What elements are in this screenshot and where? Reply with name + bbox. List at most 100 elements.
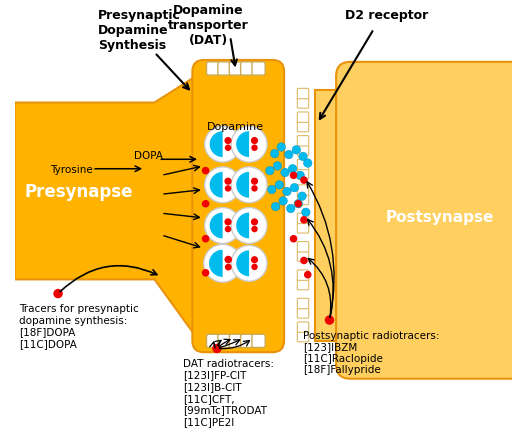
FancyBboxPatch shape: [297, 113, 309, 123]
Circle shape: [325, 316, 334, 325]
Circle shape: [290, 235, 297, 243]
Circle shape: [251, 145, 258, 152]
FancyBboxPatch shape: [207, 63, 220, 76]
Circle shape: [292, 146, 301, 155]
Circle shape: [300, 216, 308, 224]
Text: Tracers for presynaptic
dopamine synthesis:
[18F]DOPA
[11C]DOPA: Tracers for presynaptic dopamine synthes…: [19, 304, 139, 348]
Circle shape: [300, 257, 308, 265]
Text: Dopamine
transporter
(DAT): Dopamine transporter (DAT): [168, 4, 249, 47]
Wedge shape: [236, 132, 249, 158]
Circle shape: [225, 138, 231, 145]
Text: DAT radiotracers:
[123I]FP-CIT
[123I]B-CIT
[11C]CFT,
[99mTc]TRODAT
[11C]PE2I: DAT radiotracers: [123I]FP-CIT [123I]B-C…: [183, 358, 274, 426]
Circle shape: [275, 181, 284, 190]
FancyBboxPatch shape: [297, 170, 309, 180]
Circle shape: [300, 177, 308, 184]
Circle shape: [266, 167, 274, 176]
FancyBboxPatch shape: [297, 251, 309, 262]
Circle shape: [212, 344, 221, 353]
Circle shape: [231, 127, 267, 163]
Circle shape: [299, 153, 307, 161]
Circle shape: [205, 208, 240, 244]
FancyBboxPatch shape: [252, 63, 265, 76]
Circle shape: [287, 205, 295, 213]
Circle shape: [268, 186, 276, 194]
FancyBboxPatch shape: [297, 99, 309, 109]
Circle shape: [202, 235, 209, 243]
FancyBboxPatch shape: [240, 63, 254, 76]
Circle shape: [225, 186, 231, 192]
Circle shape: [251, 219, 258, 226]
FancyBboxPatch shape: [297, 89, 309, 99]
Circle shape: [231, 246, 267, 282]
Circle shape: [285, 151, 293, 159]
Circle shape: [225, 256, 232, 264]
Circle shape: [53, 289, 63, 299]
FancyBboxPatch shape: [252, 335, 265, 348]
Circle shape: [225, 264, 231, 271]
FancyBboxPatch shape: [240, 335, 254, 348]
Wedge shape: [210, 132, 222, 158]
Text: Dopamine: Dopamine: [207, 122, 265, 132]
Circle shape: [296, 172, 305, 180]
FancyBboxPatch shape: [297, 136, 309, 147]
Circle shape: [251, 257, 258, 264]
FancyBboxPatch shape: [297, 322, 309, 332]
Circle shape: [202, 201, 209, 208]
FancyBboxPatch shape: [297, 122, 309, 133]
Wedge shape: [210, 213, 222, 239]
Circle shape: [251, 138, 258, 145]
FancyBboxPatch shape: [297, 195, 309, 205]
Circle shape: [271, 203, 280, 212]
Text: D2 receptor: D2 receptor: [345, 9, 428, 22]
FancyBboxPatch shape: [297, 308, 309, 318]
Circle shape: [298, 192, 306, 201]
FancyBboxPatch shape: [297, 332, 309, 342]
Circle shape: [225, 178, 231, 185]
Circle shape: [282, 188, 291, 196]
FancyBboxPatch shape: [297, 160, 309, 170]
Polygon shape: [315, 91, 362, 341]
FancyBboxPatch shape: [193, 61, 284, 353]
FancyBboxPatch shape: [218, 335, 231, 348]
FancyBboxPatch shape: [336, 63, 526, 379]
Text: Presynaptic
Dopamine
Synthesis: Presynaptic Dopamine Synthesis: [98, 9, 180, 52]
Text: Tyrosine: Tyrosine: [50, 164, 93, 174]
Polygon shape: [199, 75, 218, 341]
FancyBboxPatch shape: [297, 299, 309, 309]
FancyBboxPatch shape: [207, 335, 220, 348]
Polygon shape: [15, 75, 204, 341]
Polygon shape: [350, 91, 402, 341]
Text: Presynapse: Presynapse: [25, 183, 133, 201]
Circle shape: [225, 145, 231, 152]
Wedge shape: [209, 250, 222, 277]
Circle shape: [251, 178, 258, 185]
Circle shape: [251, 226, 258, 233]
Wedge shape: [236, 251, 249, 277]
Circle shape: [251, 264, 258, 271]
FancyBboxPatch shape: [229, 335, 242, 348]
FancyBboxPatch shape: [218, 63, 231, 76]
Circle shape: [295, 201, 302, 208]
Circle shape: [273, 162, 282, 171]
Circle shape: [205, 127, 240, 163]
Circle shape: [290, 184, 299, 192]
Circle shape: [202, 269, 209, 277]
FancyBboxPatch shape: [297, 280, 309, 290]
FancyBboxPatch shape: [229, 63, 242, 76]
Circle shape: [288, 165, 297, 173]
Circle shape: [304, 271, 311, 279]
FancyBboxPatch shape: [297, 146, 309, 156]
Circle shape: [290, 172, 297, 180]
Circle shape: [294, 200, 302, 208]
Wedge shape: [236, 213, 249, 239]
Circle shape: [202, 167, 209, 175]
FancyBboxPatch shape: [297, 242, 309, 252]
Wedge shape: [236, 173, 249, 198]
Circle shape: [205, 167, 240, 203]
Circle shape: [251, 186, 258, 192]
Circle shape: [277, 143, 286, 152]
Circle shape: [279, 197, 287, 206]
Circle shape: [281, 169, 289, 177]
Circle shape: [225, 219, 231, 226]
Text: Postsynapse: Postsynapse: [386, 209, 494, 224]
